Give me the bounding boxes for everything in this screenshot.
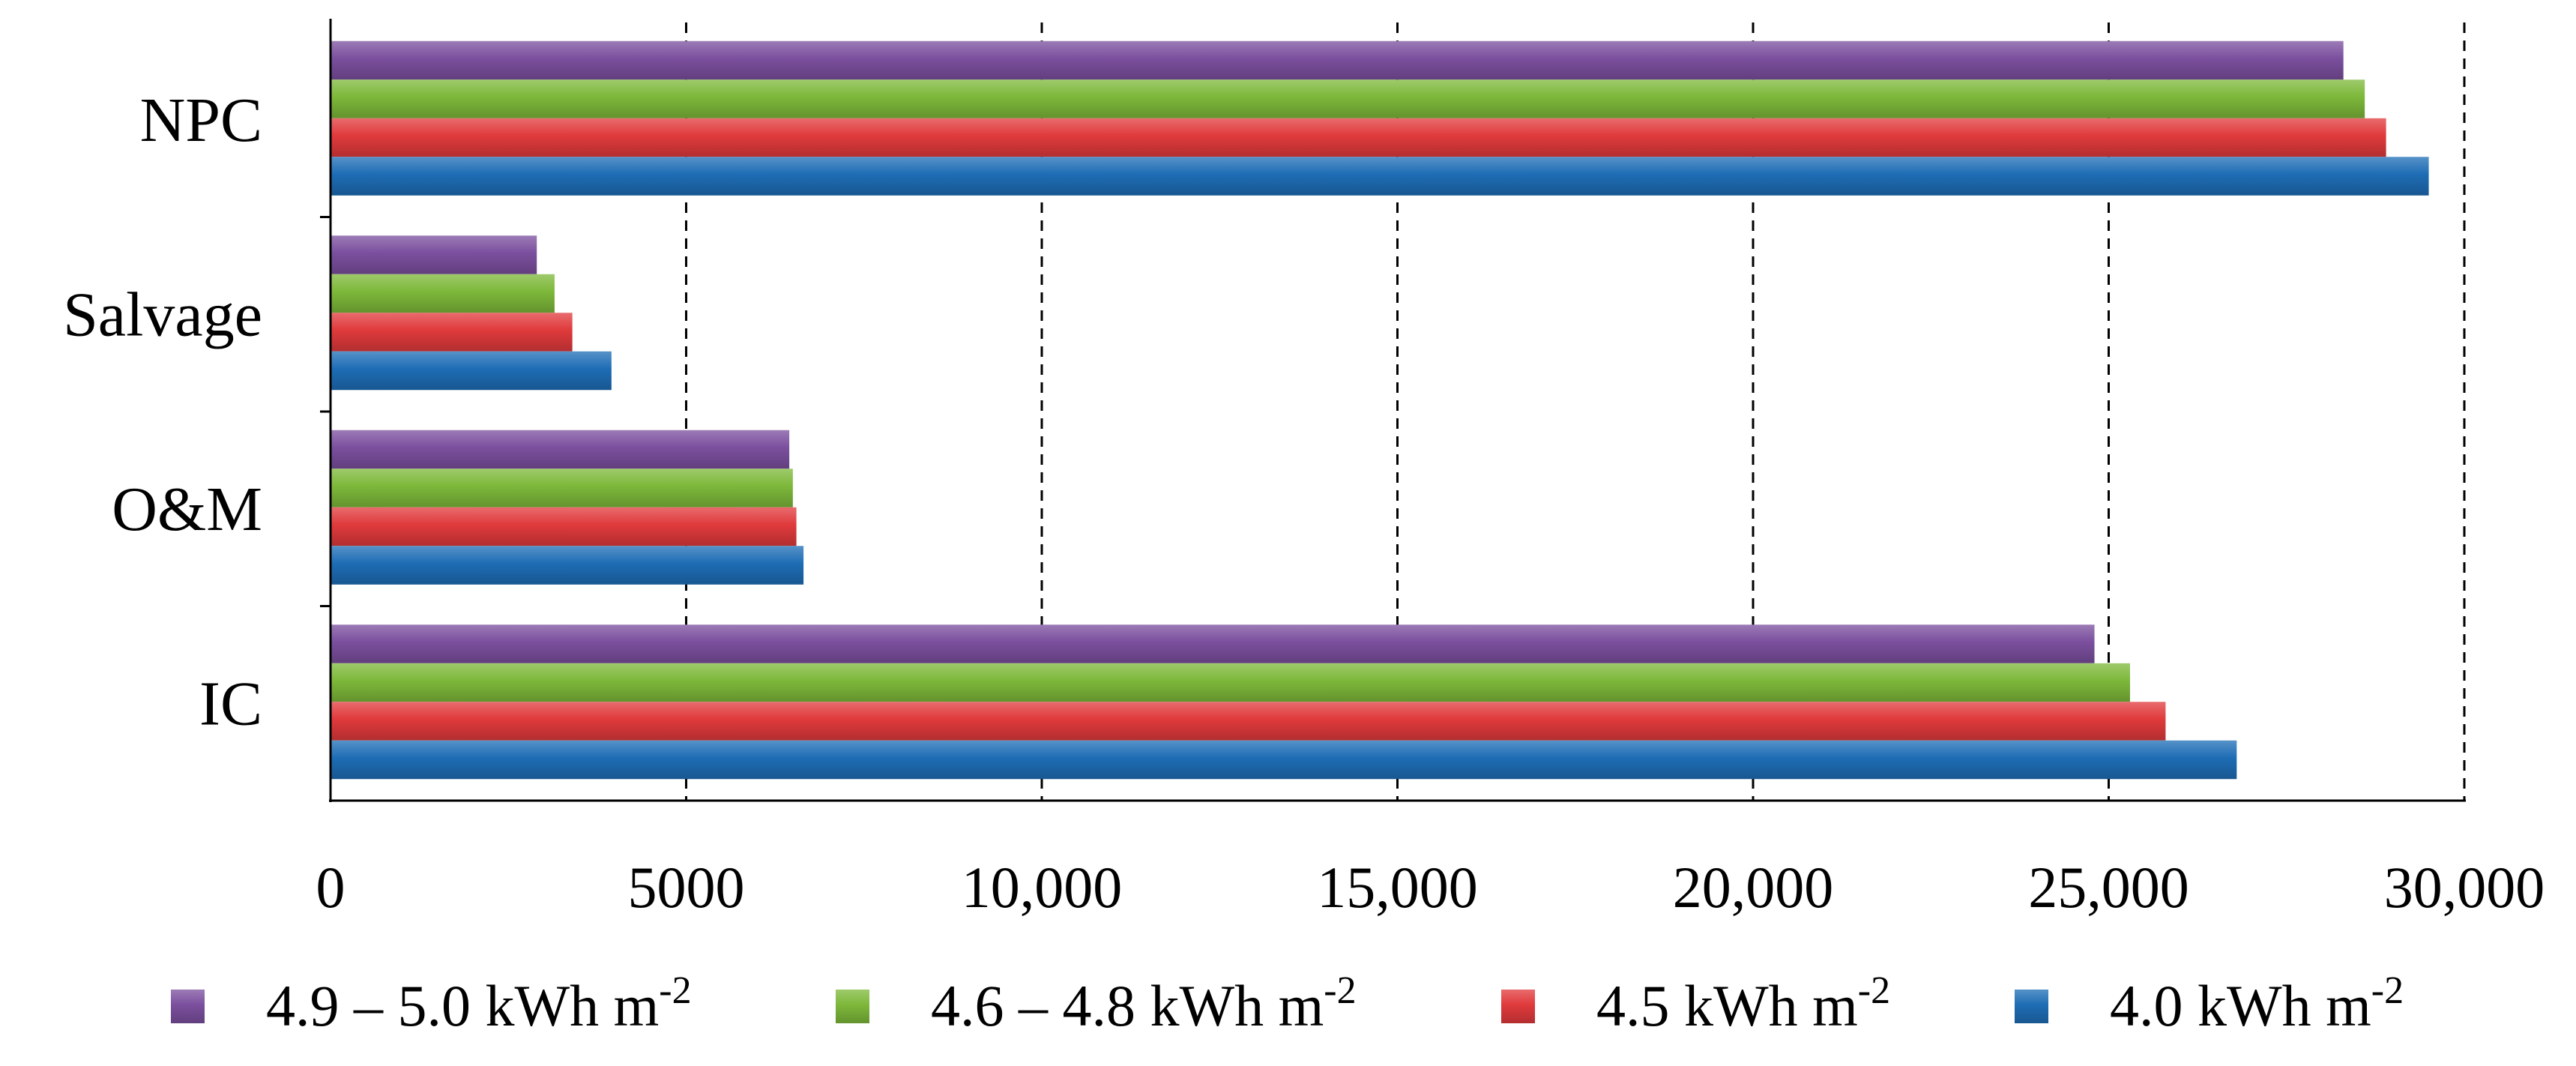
x-tick-label: 30,000	[2384, 855, 2545, 920]
bar-salvage-series-1	[331, 235, 537, 274]
bar-ic-series-3	[331, 702, 2166, 741]
bar-salvage-series-4	[331, 351, 612, 391]
legend: 4.9 – 5.0 kWh m-2 4.6 – 4.8 kWh m-2 4.5 kW…	[171, 969, 2404, 1038]
legend-label: 4.6 – 4.8 kWh m-2	[931, 969, 1357, 1038]
x-tick-label: 15,000	[1317, 855, 1478, 920]
legend-label: 4.0 kWh m-2	[2110, 969, 2404, 1038]
x-tick-label: 25,000	[2028, 855, 2189, 920]
legend-label: 4.9 – 5.0 kWh m-2	[266, 969, 692, 1038]
bar-ic-series-1	[331, 624, 2095, 663]
bar-salvage-series-3	[331, 313, 573, 352]
legend-item: 4.6 – 4.8 kWh m-2	[836, 969, 1357, 1038]
x-tick-label: 5000	[628, 855, 745, 920]
category-label: IC	[199, 669, 262, 738]
bar-ic-series-4	[331, 740, 2237, 780]
bar-salvage-series-2	[331, 274, 555, 313]
x-tick-label: 0	[316, 855, 346, 920]
legend-swatch	[2015, 990, 2048, 1023]
legend-item: 4.9 – 5.0 kWh m-2	[171, 969, 692, 1038]
bar-o-m-series-4	[331, 546, 804, 585]
bar-o-m-series-2	[331, 469, 793, 508]
legend-label: 4.5 kWh m-2	[1596, 969, 1890, 1038]
category-label: O&M	[112, 475, 262, 544]
x-tick-label: 20,000	[1673, 855, 1834, 920]
bar-o-m-series-1	[331, 430, 790, 469]
category-label: Salvage	[63, 280, 262, 349]
legend-item: 4.5 kWh m-2	[1501, 969, 1890, 1038]
bars	[331, 40, 2429, 780]
legend-swatch	[1501, 990, 1535, 1023]
axes	[320, 19, 2466, 802]
bar-ic-series-2	[331, 663, 2130, 702]
labels: NPC Salvage O&M IC 0 5000 10,000 15,000 20,000 25…	[63, 85, 2545, 920]
bar-o-m-series-3	[331, 507, 797, 546]
bar-npc-series-4	[331, 157, 2429, 196]
bar-npc-series-3	[331, 118, 2386, 157]
bar-npc-series-1	[331, 40, 2344, 80]
legend-item: 4.0 kWh m-2	[2015, 969, 2404, 1038]
x-tick-label: 10,000	[962, 855, 1123, 920]
legend-swatch	[171, 990, 205, 1023]
category-label: NPC	[140, 85, 262, 155]
legend-swatch	[836, 990, 869, 1023]
bar-npc-series-2	[331, 79, 2365, 118]
